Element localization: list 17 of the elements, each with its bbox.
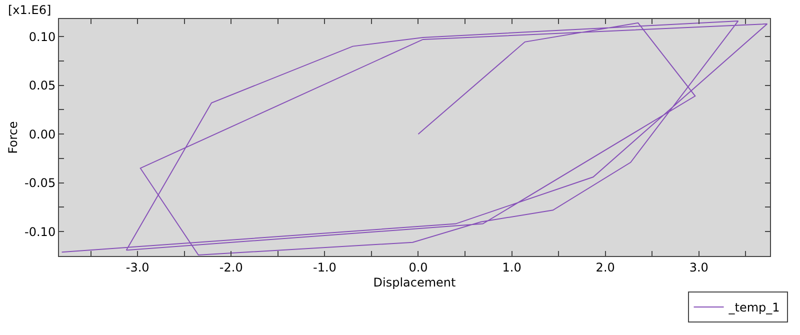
legend-label: _temp_1: [728, 300, 780, 315]
x-tick-label: -1.0: [312, 260, 336, 274]
x-tick-label: -2.0: [219, 260, 243, 274]
x-tick-label: 1.0: [502, 260, 522, 274]
y-tick-label: -0.10: [24, 224, 56, 239]
x-tick-label: 3.0: [689, 260, 708, 274]
y-axis-title: Force: [6, 121, 20, 154]
x-tick-label: -3.0: [126, 260, 150, 274]
y-tick-label: -0.05: [24, 176, 56, 190]
y-tick-label: 0.00: [28, 127, 56, 142]
x-tick-label: 2.0: [596, 260, 615, 274]
text: [x1.E6]: [8, 3, 52, 17]
y-tick-label: 0.10: [28, 30, 56, 44]
x-axis-title: Displacement: [373, 275, 456, 290]
y-tick-label: 0.05: [28, 78, 56, 93]
line-series: [61, 20, 768, 256]
x-tick-label: 0.0: [408, 260, 428, 274]
